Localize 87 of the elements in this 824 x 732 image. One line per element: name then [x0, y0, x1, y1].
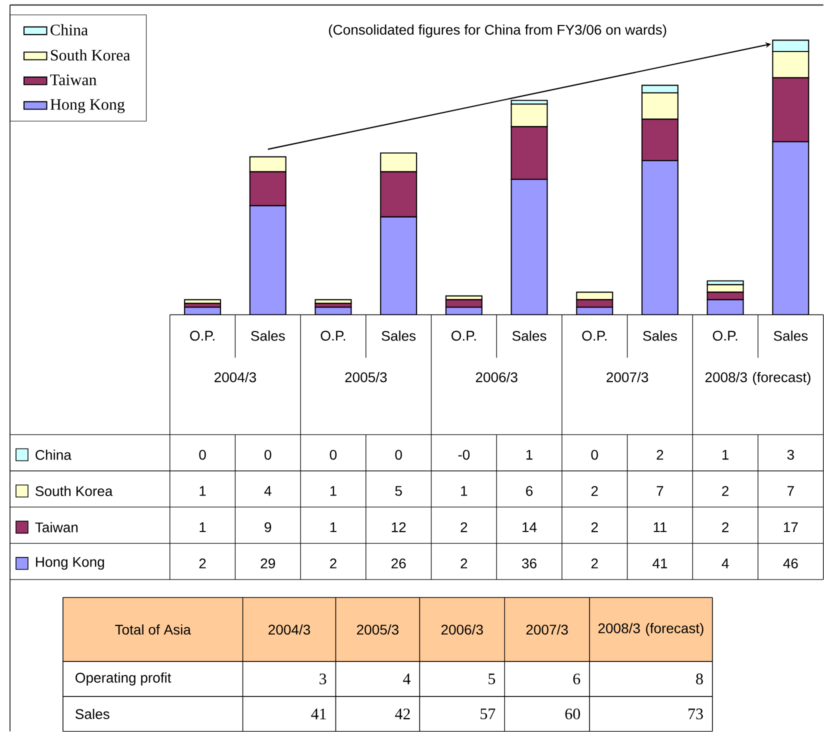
text: 6: [573, 674, 580, 684]
legend-label: Hong Kong: [50, 99, 125, 114]
data-label: 2: [199, 558, 206, 568]
data-label: 29: [260, 558, 275, 568]
data-label: 9: [264, 522, 272, 532]
data-label: 2: [591, 558, 598, 568]
text: 2006/3: [476, 372, 518, 382]
data-label: 36: [522, 558, 536, 568]
data-label: 46: [783, 558, 798, 568]
x-tick-label: Sales: [643, 330, 677, 341]
bar: [772, 141, 810, 315]
x-tick-label: O.P.: [712, 330, 738, 341]
text: South Korea: [36, 486, 113, 496]
data-label: 26: [392, 558, 406, 568]
bar: [510, 178, 548, 315]
data-label: 3: [787, 450, 794, 460]
data-label: 11: [654, 522, 667, 532]
text: 42: [395, 708, 410, 720]
text: 41: [311, 708, 326, 720]
text: 2005/3: [345, 372, 387, 382]
data-label: 14: [522, 522, 537, 532]
data-label: 0: [264, 450, 272, 460]
text: Sales: [76, 708, 110, 720]
text: (Consolidated figures for China from FY3/06 on wards): [328, 24, 666, 38]
text: 8: [696, 674, 703, 684]
data-label: 2: [460, 522, 468, 532]
data-label: 6: [526, 486, 533, 496]
bar: [380, 216, 418, 315]
data-label: 4: [264, 486, 272, 496]
text: 2006/3: [441, 624, 483, 635]
text: China: [36, 450, 72, 460]
data-label: 2: [722, 522, 728, 532]
data-label: 1: [526, 450, 532, 460]
data-label: 1: [722, 450, 729, 460]
data-label: -0: [458, 450, 470, 460]
data-label: 1: [330, 522, 336, 532]
data-label: 0: [330, 450, 337, 460]
data-label: 5: [395, 486, 402, 496]
data-label: 2: [656, 450, 664, 460]
data-label: 2: [330, 558, 336, 568]
data-label: 1: [461, 486, 468, 496]
text: 2004/3: [214, 372, 256, 382]
data-label: 7: [787, 486, 794, 496]
bar: [249, 205, 286, 315]
data-label: 0: [395, 450, 402, 460]
x-tick-label: Sales: [251, 330, 285, 341]
x-tick-label: O.P.: [320, 330, 346, 341]
text: 3: [320, 674, 326, 684]
data-label: 0: [199, 450, 206, 460]
bar: [641, 160, 678, 315]
text: 73: [688, 708, 703, 720]
data-label: 7: [656, 486, 664, 496]
legend-label: Taiwan: [50, 74, 97, 86]
text: Total of Asia: [115, 624, 191, 635]
text: 4: [403, 674, 410, 684]
data-label: 1: [200, 486, 206, 496]
data-label: 4: [722, 558, 729, 568]
x-tick-label: Sales: [512, 330, 546, 341]
x-tick-label: Sales: [774, 330, 808, 341]
data-label: 1: [330, 486, 336, 496]
x-tick-label: O.P.: [582, 330, 606, 341]
legend-label: China: [50, 24, 88, 36]
legend-label: South Korea: [51, 49, 130, 61]
data-label: 41: [652, 558, 668, 568]
text: Taiwan: [35, 522, 78, 532]
text: Hong Kong: [36, 557, 104, 570]
text: 60: [565, 708, 580, 720]
data-label: 0: [591, 450, 598, 460]
x-tick-label: O.P.: [452, 330, 476, 341]
x-tick-label: Sales: [382, 330, 416, 341]
text: 2008/3 (forecast): [598, 623, 704, 636]
text: Operating profit: [76, 672, 172, 686]
data-label: 17: [784, 522, 798, 532]
x-tick-label: O.P.: [190, 330, 214, 341]
text: 2008/3 (forecast): [705, 372, 810, 386]
text: 5: [488, 674, 496, 684]
data-label: 2: [591, 522, 598, 532]
text: 2004/3: [268, 624, 310, 635]
data-label: 1: [200, 522, 206, 532]
data-label: 2: [591, 486, 598, 496]
data-label: 12: [392, 522, 406, 532]
text: 2007/3: [606, 372, 648, 382]
text: 57: [480, 708, 496, 720]
data-label: 2: [460, 558, 468, 568]
text: 2005/3: [357, 624, 398, 635]
text: 2007/3: [526, 624, 568, 635]
data-label: 2: [722, 486, 728, 496]
